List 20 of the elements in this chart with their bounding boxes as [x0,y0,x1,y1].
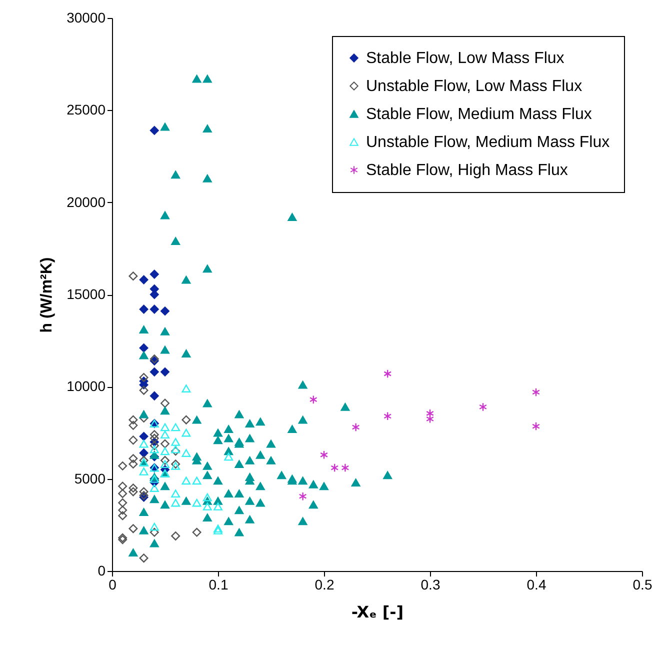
legend-label: Stable Flow, High Mass Flux [366,162,568,179]
x-tick-label: 0.2 [314,576,334,592]
x-tick-label: 0.4 [526,576,546,592]
x-tick-label: 0.5 [632,576,652,592]
y-tick-label: 20000 [66,194,106,210]
legend-label: Stable Flow, Medium Mass Flux [366,106,592,123]
y-tick-label: 25000 [66,102,106,118]
y-tick-label: 10000 [66,378,106,394]
x-tick-label: 0.3 [420,576,440,592]
y-tick-label: 30000 [66,10,106,26]
y-tick-label: 0 [98,562,106,578]
x-tick-label: 0.1 [208,576,228,592]
y-tick-label: 5000 [74,470,106,486]
x-tick-label: 0 [108,576,117,592]
x-axis-title: -Xₑ [-] [351,602,404,622]
legend-label: Stable Flow, Low Mass Flux [366,50,564,67]
y-axis-title: h (W/m²K) [38,257,56,333]
legend-label: Unstable Flow, Low Mass Flux [366,78,582,95]
y-tick-label: 15000 [66,286,106,302]
legend-label: Unstable Flow, Medium Mass Flux [366,134,610,151]
